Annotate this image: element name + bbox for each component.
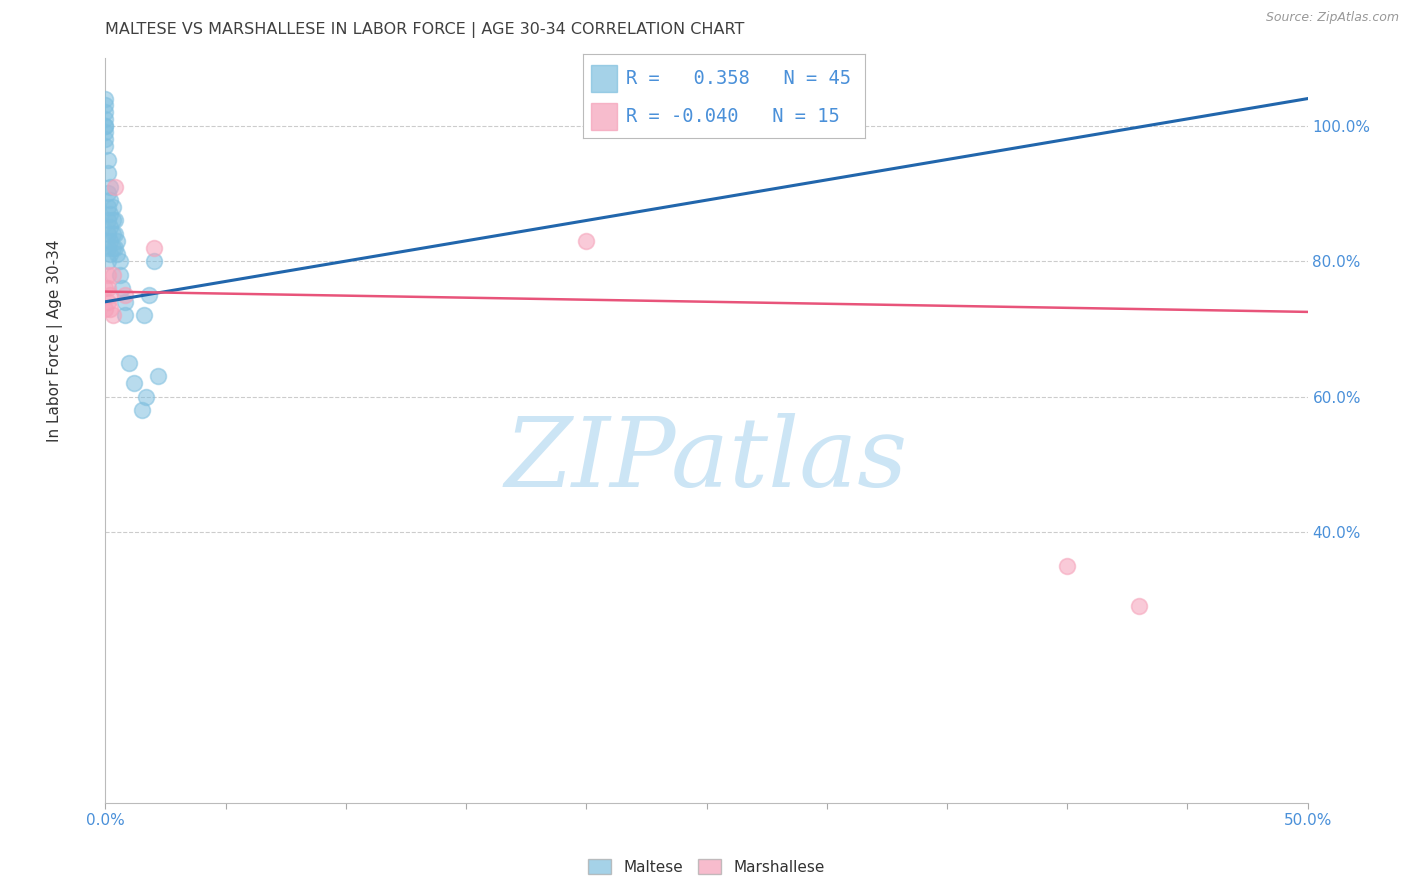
Point (101, 213, 124, 227)
Bar (591, 64, 617, 92)
Legend: Maltese, Marshallese: Maltese, Marshallese (582, 853, 831, 880)
Point (101, 268, 124, 282)
Point (94, 105, 117, 120)
Point (1128, 599, 1150, 614)
Point (118, 356, 141, 370)
Point (97, 268, 120, 282)
Point (1056, 558, 1078, 573)
Point (131, 403, 153, 417)
Point (97, 213, 120, 227)
Point (114, 308, 136, 322)
Point (104, 179, 127, 194)
Text: Source: ZipAtlas.com: Source: ZipAtlas.com (1265, 11, 1399, 24)
Point (107, 234, 129, 248)
Point (132, 308, 155, 322)
Point (104, 227, 127, 241)
Point (98, 179, 121, 194)
Point (111, 281, 134, 295)
Point (98, 220, 121, 235)
Point (108, 268, 131, 282)
Point (97, 186, 120, 201)
Point (101, 200, 124, 214)
Point (98, 207, 121, 221)
Point (97, 281, 120, 295)
Point (94, 281, 117, 295)
Point (135, 390, 157, 404)
Point (97, 200, 120, 214)
Point (108, 254, 131, 268)
Point (98, 288, 121, 302)
Point (148, 369, 170, 384)
Point (104, 213, 127, 227)
Text: ZIPatlas: ZIPatlas (505, 413, 908, 508)
Point (138, 288, 160, 302)
Point (142, 254, 165, 268)
Point (97, 227, 120, 241)
Text: In Labor Force | Age 30-34: In Labor Force | Age 30-34 (46, 240, 63, 442)
Point (107, 247, 129, 261)
Point (94, 139, 117, 153)
Point (101, 227, 124, 241)
Point (94, 92, 117, 106)
Point (98, 247, 121, 261)
Point (101, 308, 124, 322)
Point (98, 234, 121, 248)
Point (94, 112, 117, 126)
Point (97, 241, 120, 255)
Point (94, 132, 117, 146)
Text: R = -0.040   N = 15: R = -0.040 N = 15 (626, 107, 839, 126)
Point (104, 241, 127, 255)
Bar (591, 103, 617, 130)
Point (97, 166, 120, 180)
Point (94, 119, 117, 133)
Text: MALTESE VS MARSHALLESE IN LABOR FORCE | AGE 30-34 CORRELATION CHART: MALTESE VS MARSHALLESE IN LABOR FORCE | … (105, 22, 745, 38)
Point (94, 119, 117, 133)
Point (124, 376, 146, 390)
Point (97, 294, 120, 309)
Point (575, 234, 598, 248)
Point (98, 193, 121, 207)
Point (142, 241, 165, 255)
Point (94, 126, 117, 140)
Point (114, 288, 136, 302)
Point (97, 254, 120, 268)
Point (94, 301, 117, 316)
Point (94, 98, 117, 112)
Point (97, 153, 120, 167)
Point (101, 241, 124, 255)
Point (114, 294, 136, 309)
Text: R =   0.358   N = 45: R = 0.358 N = 45 (626, 69, 851, 87)
Point (98, 301, 121, 316)
